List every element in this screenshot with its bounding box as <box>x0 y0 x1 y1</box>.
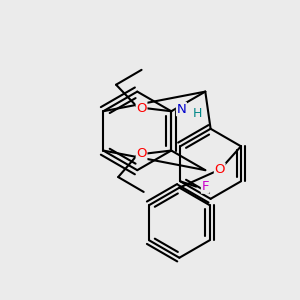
Text: F: F <box>202 180 209 193</box>
Text: H: H <box>193 107 202 120</box>
Text: O: O <box>136 147 147 160</box>
Text: O: O <box>136 102 147 115</box>
Text: N: N <box>177 103 186 116</box>
Text: O: O <box>214 163 225 176</box>
